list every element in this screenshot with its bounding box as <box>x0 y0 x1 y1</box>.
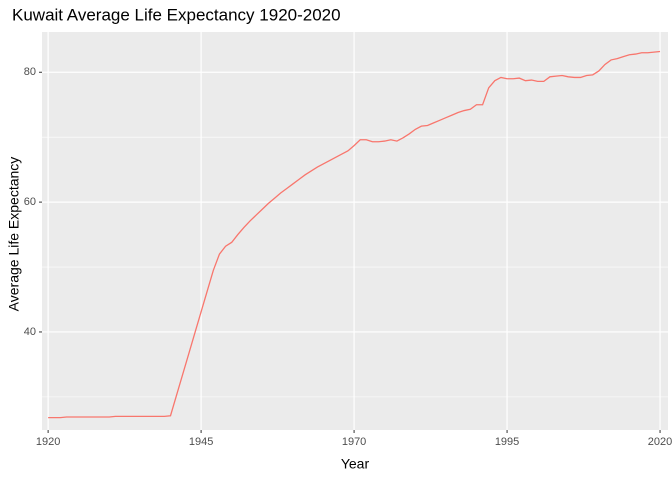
x-tick-label: 1995 <box>495 436 519 448</box>
chart-title: Kuwait Average Life Expectancy 1920-2020 <box>12 5 341 24</box>
x-axis-label: Year <box>341 456 370 472</box>
y-axis-label: Average Life Expectancy <box>6 157 22 312</box>
y-tick-label: 80 <box>24 66 36 78</box>
y-tick-label: 60 <box>24 196 36 208</box>
panel <box>42 32 668 430</box>
x-tick-label: 1945 <box>189 436 213 448</box>
x-tick-label: 1970 <box>342 436 366 448</box>
x-tick-label: 2020 <box>648 436 672 448</box>
line <box>48 50 661 419</box>
x-tick-label: 1920 <box>36 436 60 448</box>
y-tick-label: 40 <box>24 326 36 338</box>
